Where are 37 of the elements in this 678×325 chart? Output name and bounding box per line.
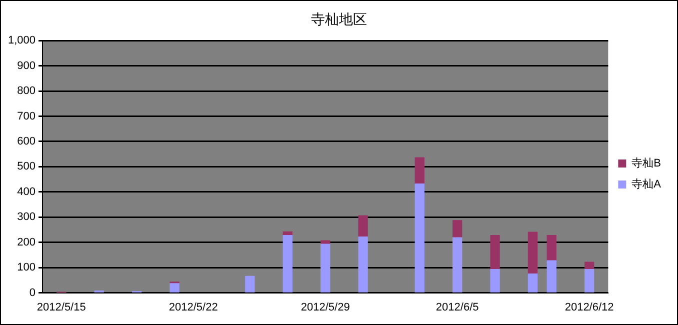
y-tick-label: 400 [17,186,36,198]
y-tick-label: 600 [17,136,36,148]
y-tick-label: 0 [29,286,36,299]
bar [170,283,180,292]
x-tick-label: 2012/6/5 [436,301,479,314]
y-tick-label: 1,000 [8,34,36,47]
bar [320,244,330,292]
y-tick-label: 100 [17,262,36,274]
bar [584,262,594,270]
x-tick-label: 2012/5/22 [168,301,218,314]
bar [584,269,594,292]
bar [546,234,556,261]
bar [490,269,500,292]
bar [528,232,538,274]
y-tick-label: 300 [17,211,36,224]
bar [414,184,424,292]
bar [546,260,556,292]
bar [358,215,368,238]
legend-label: 寺杣A [632,178,662,191]
bar [528,274,538,292]
x-tick-label: 2012/5/15 [36,301,86,314]
y-tick-label: 500 [17,160,36,173]
x-tick-label: 2012/5/29 [300,301,350,314]
bar [490,234,500,270]
y-tick-label: 700 [17,110,36,122]
x-tick-label: 2012/6/12 [564,301,614,314]
chart-title: 寺杣地区 [310,11,368,29]
y-tick-label: 800 [17,85,36,98]
bar [452,220,462,238]
legend-label: 寺杣B [632,156,662,170]
y-tick-label: 900 [17,60,36,72]
bar [452,237,462,292]
bar [245,276,255,292]
bar [358,236,368,292]
bar [282,234,292,292]
y-tick-label: 200 [17,236,36,248]
bar [414,157,424,184]
